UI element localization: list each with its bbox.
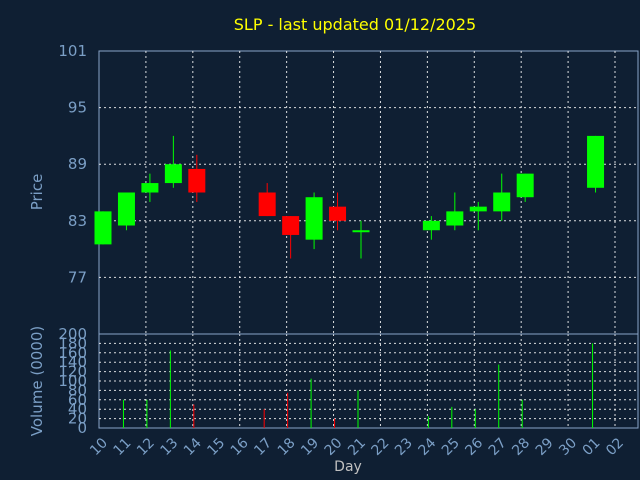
candle-body bbox=[164, 164, 182, 184]
candle-body bbox=[422, 220, 440, 231]
x-tick-label: 16 bbox=[228, 435, 252, 459]
price-tick-label: 89 bbox=[68, 155, 87, 173]
x-tick-label: 29 bbox=[533, 435, 557, 459]
candle-body bbox=[258, 192, 276, 217]
candle-body bbox=[329, 206, 347, 221]
volume-tick-label: 100 bbox=[58, 372, 87, 390]
x-tick-label: 01 bbox=[580, 435, 604, 459]
x-tick-label: 27 bbox=[486, 435, 510, 459]
candle-body bbox=[117, 192, 135, 226]
price-tick-label: 95 bbox=[68, 99, 87, 117]
candle-body bbox=[587, 135, 605, 188]
x-tick-label: 17 bbox=[251, 435, 275, 459]
price-axis-label: Price bbox=[28, 174, 46, 211]
candle-body bbox=[141, 183, 159, 193]
volume-tick-label: 160 bbox=[58, 344, 87, 362]
volume-tick-label: 40 bbox=[68, 400, 87, 418]
candle-body bbox=[469, 206, 487, 212]
x-axis-ticks: 10 11 12 13 14 15 16 17 18 19 20 21 22 23 24 25 26 27 28 29… bbox=[87, 435, 627, 459]
x-tick-label: 21 bbox=[345, 435, 369, 459]
volume-tick-label: 200 bbox=[58, 325, 87, 343]
x-tick-label: 25 bbox=[439, 435, 463, 459]
chart-title: SLP - last updated 01/12/2025 bbox=[234, 15, 476, 34]
volume-tick-label: 120 bbox=[58, 363, 87, 381]
x-tick-label: 24 bbox=[415, 435, 439, 459]
x-tick-label: 10 bbox=[87, 435, 111, 459]
price-tick-label: 83 bbox=[68, 212, 87, 230]
x-tick-label: 30 bbox=[556, 435, 580, 459]
candle-body bbox=[446, 211, 464, 226]
x-tick-label: 14 bbox=[181, 435, 205, 459]
x-tick-label: 19 bbox=[298, 435, 322, 459]
candle-body bbox=[282, 216, 300, 235]
candle-body bbox=[94, 211, 112, 245]
x-tick-label: 22 bbox=[369, 435, 393, 459]
price-tick-label: 101 bbox=[58, 42, 87, 60]
volume-tick-label: 180 bbox=[58, 334, 87, 352]
volume-axis-label: Volume (0000) bbox=[28, 326, 46, 436]
x-tick-label: 20 bbox=[322, 435, 346, 459]
x-tick-label: 23 bbox=[392, 435, 416, 459]
candle-body bbox=[493, 192, 511, 212]
x-tick-label: 12 bbox=[134, 435, 158, 459]
candle-body bbox=[305, 197, 323, 240]
price-tick-label: 77 bbox=[68, 268, 87, 286]
x-tick-label: 15 bbox=[204, 435, 228, 459]
price-panel: 101 95 89 83 77 bbox=[58, 42, 639, 335]
volume-tick-label: 20 bbox=[68, 410, 87, 428]
candle-body bbox=[188, 168, 206, 193]
volume-tick-label: 60 bbox=[68, 391, 87, 409]
price-plot-frame bbox=[98, 50, 639, 335]
volume-tick-label: 140 bbox=[58, 353, 87, 371]
x-tick-label: 02 bbox=[603, 435, 627, 459]
volume-tick-label: 0 bbox=[77, 419, 87, 437]
volume-tick-label: 80 bbox=[68, 381, 87, 399]
x-tick-label: 18 bbox=[275, 435, 299, 459]
candle-body bbox=[352, 230, 370, 233]
x-axis-label: Day bbox=[334, 459, 362, 475]
x-tick-label: 11 bbox=[111, 435, 135, 459]
x-tick-label: 26 bbox=[462, 435, 486, 459]
x-tick-label: 13 bbox=[157, 435, 181, 459]
candle-body bbox=[516, 173, 534, 198]
x-tick-label: 28 bbox=[509, 435, 533, 459]
